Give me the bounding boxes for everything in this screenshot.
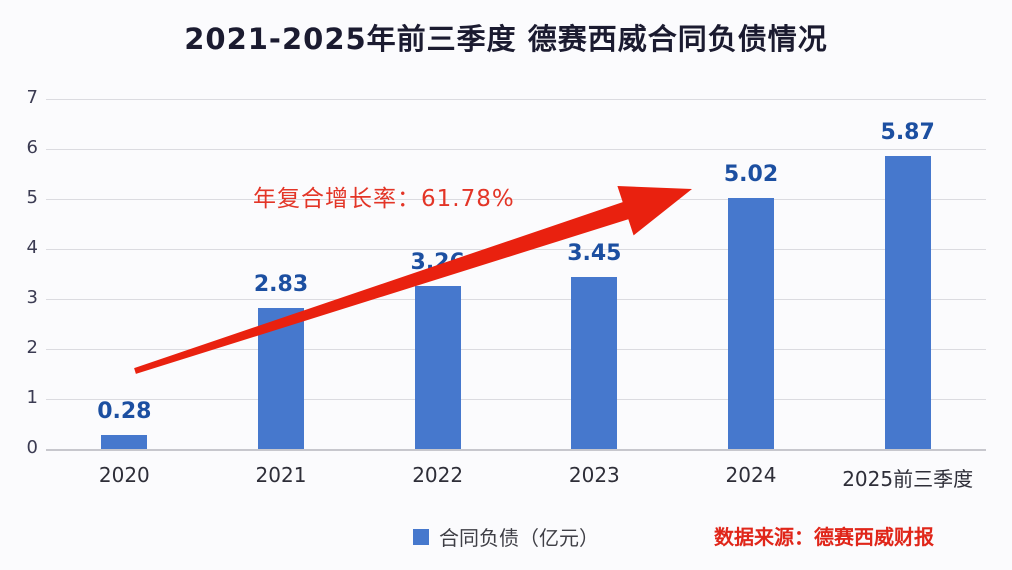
y-tick-label: 3: [26, 287, 38, 308]
y-tick-label: 1: [26, 387, 38, 408]
y-tick-label: 4: [26, 237, 38, 258]
x-axis-line: [46, 449, 986, 451]
x-tick-label: 2022: [412, 463, 464, 487]
gridline: [46, 249, 986, 250]
gridline: [46, 399, 986, 400]
bar-value-label: 3.45: [567, 240, 622, 266]
bar-value-label: 5.02: [723, 162, 779, 187]
bar-value-label: 0.28: [97, 399, 152, 424]
x-tick-label: 2025前三季度: [842, 467, 974, 491]
gridline: [46, 99, 986, 100]
legend-swatch-icon: [413, 528, 429, 545]
bar: [414, 286, 461, 449]
legend: 合同负债（亿元）: [0, 522, 1012, 551]
y-tick-label: 7: [26, 87, 38, 108]
bar: [101, 435, 148, 449]
bar: [258, 307, 304, 449]
x-tick-label: 2023: [568, 463, 620, 487]
bar: [728, 198, 774, 449]
y-tick-label: 2: [26, 337, 38, 358]
bar-value-label: 5.87: [880, 119, 935, 145]
bar: [571, 276, 618, 449]
y-tick-label: 6: [26, 137, 38, 158]
x-tick-label: 2024: [725, 463, 777, 487]
y-tick-label: 0: [26, 437, 38, 458]
source-credit: 数据来源：德赛西威财报: [714, 525, 934, 549]
x-tick-label: 2020: [98, 463, 150, 487]
y-tick-label: 5: [26, 187, 38, 208]
bar-value-label: 2.83: [253, 271, 309, 297]
gridline: [46, 199, 986, 200]
legend-label: 合同负债（亿元）: [439, 526, 599, 550]
gridline: [46, 299, 986, 300]
chart-title: 2021-2025年前三季度 德赛西威合同负债情况: [184, 22, 828, 56]
bar-value-label: 3.26: [410, 250, 465, 275]
cagr-annotation: 年复合增长率：61.78%: [253, 186, 515, 212]
gridline: [46, 349, 986, 350]
gridline: [46, 149, 986, 150]
bar: [884, 155, 931, 449]
x-tick-label: 2021: [255, 463, 307, 487]
